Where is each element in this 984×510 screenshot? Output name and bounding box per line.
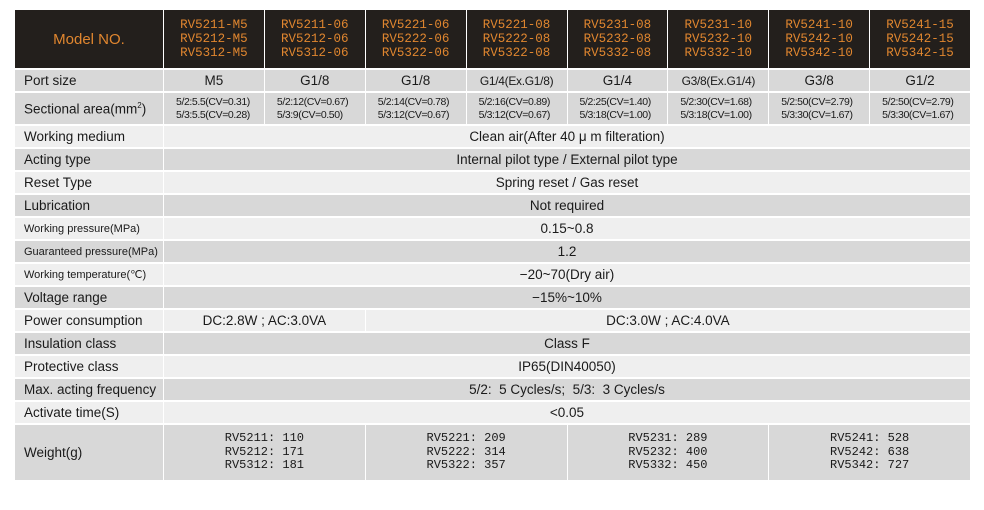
weight-row: Weight(g) RV5211: 110 RV5212: 171 RV5312: … xyxy=(15,425,970,480)
weight-group: RV5241: 528 RV5242: 638 RV5342: 727 xyxy=(769,425,970,480)
sectional-area-cell: 5/2:16(CV=0.89) 5/3:12(CV=0.67) xyxy=(466,93,567,124)
row-label: Port size xyxy=(15,70,163,91)
row-label: Guaranteed pressure(MPa) xyxy=(15,241,163,262)
sectional-area-cell: 5/2:12(CV=0.67) 5/3:9(CV=0.50) xyxy=(264,93,365,124)
row-label: Working medium xyxy=(15,126,163,147)
lubrication-value: Not required xyxy=(164,195,970,216)
model-cell: RV5231-08 RV5232-08 RV5332-08 xyxy=(583,18,652,60)
model-cell: RV5221-08 RV5222-08 RV5322-08 xyxy=(482,18,551,60)
model-cell: RV5231-10 RV5232-10 RV5332-10 xyxy=(684,18,753,60)
model-cell: RV5221-06 RV5222-06 RV5322-06 xyxy=(381,18,450,60)
port-size-row: Port size M5 G1/8 G1/8 G1/4(Ex.G1/8) G1/… xyxy=(15,70,970,91)
max-acting-frequency-value: 5/2: 5 Cycles/s; 5/3: 3 Cycles/s xyxy=(164,379,970,400)
port-size-cell: G3/8 xyxy=(769,70,870,91)
working-temperature-row: Working temperature(℃) −20~70(Dry air) xyxy=(15,264,970,285)
spec-table: Model NO. RV5211-M5 RV5212-M5 RV5312-M5 RV… xyxy=(14,8,971,482)
row-label: Reset Type xyxy=(15,172,163,193)
weight-group: RV5231: 289 RV5232: 400 RV5332: 450 xyxy=(567,425,769,480)
port-size-cell: G1/4(Ex.G1/8) xyxy=(466,70,567,91)
guaranteed-pressure-value: 1.2 xyxy=(164,241,970,262)
port-size-cell: M5 xyxy=(164,70,264,91)
activate-time-row: Activate time(S) <0.05 xyxy=(15,402,970,423)
header-row: Model NO. RV5211-M5 RV5212-M5 RV5312-M5 RV… xyxy=(15,10,970,68)
row-label: Working pressure(MPa) xyxy=(15,218,163,239)
lubrication-row: Lubrication Not required xyxy=(15,195,970,216)
row-label: Protective class xyxy=(15,356,163,377)
row-label: Sectional area(mm2) xyxy=(15,93,163,124)
port-size-cell: G1/8 xyxy=(264,70,365,91)
acting-type-value: Internal pilot type / External pilot typ… xyxy=(164,149,970,170)
power-consumption-value: DC:2.8W ; AC:3.0VA xyxy=(164,310,365,331)
model-cell: RV5211-M5 RV5212-M5 RV5312-M5 xyxy=(180,18,248,60)
weight-group: RV5211: 110 RV5212: 171 RV5312: 181 xyxy=(164,425,365,480)
row-label: Weight(g) xyxy=(15,425,163,480)
sectional-area-cell: 5/2:25(CV=1.40) 5/3:18(CV=1.00) xyxy=(567,93,668,124)
row-label: Activate time(S) xyxy=(15,402,163,423)
voltage-range-row: Voltage range −15%~10% xyxy=(15,287,970,308)
activate-time-value: <0.05 xyxy=(164,402,970,423)
row-label: Power consumption xyxy=(15,310,163,331)
port-size-cell: G1/2 xyxy=(870,70,970,91)
working-medium-row: Working medium Clean air(After 40 μ m fi… xyxy=(15,126,970,147)
model-no-label: Model NO. xyxy=(53,30,125,48)
acting-type-row: Acting type Internal pilot type / Extern… xyxy=(15,149,970,170)
max-acting-frequency-row: Max. acting frequency 5/2: 5 Cycles/s; 5… xyxy=(15,379,970,400)
power-consumption-row: Power consumption DC:2.8W ; AC:3.0VA DC:… xyxy=(15,310,970,331)
row-label: Working temperature(℃) xyxy=(15,264,163,285)
reset-type-row: Reset Type Spring reset / Gas reset xyxy=(15,172,970,193)
port-size-cell: G1/8 xyxy=(365,70,466,91)
working-pressure-row: Working pressure(MPa) 0.15~0.8 xyxy=(15,218,970,239)
row-label: Max. acting frequency xyxy=(15,379,163,400)
sectional-area-row: Sectional area(mm2) 5/2:5.5(CV=0.31) 5/3:… xyxy=(15,93,970,124)
power-consumption-value: DC:3.0W ; AC:4.0VA xyxy=(365,310,970,331)
row-label: Insulation class xyxy=(15,333,163,354)
protective-class-value: IP65(DIN40050) xyxy=(164,356,970,377)
working-medium-value: Clean air(After 40 μ m filteration) xyxy=(164,126,970,147)
row-label: Voltage range xyxy=(15,287,163,308)
working-temperature-value: −20~70(Dry air) xyxy=(164,264,970,285)
sectional-area-cell: 5/2:5.5(CV=0.31) 5/3:5.5(CV=0.28) xyxy=(164,93,264,124)
working-pressure-value: 0.15~0.8 xyxy=(164,218,970,239)
row-label: Lubrication xyxy=(15,195,163,216)
model-cell: RV5241-15 RV5242-15 RV5342-15 xyxy=(886,18,954,60)
port-size-cell: G1/4 xyxy=(567,70,668,91)
sectional-area-cell: 5/2:14(CV=0.78) 5/3:12(CV=0.67) xyxy=(365,93,466,124)
row-label: Acting type xyxy=(15,149,163,170)
model-cell: RV5211-06 RV5212-06 RV5312-06 xyxy=(281,18,349,60)
sectional-area-cell: 5/2:30(CV=1.68) 5/3:18(CV=1.00) xyxy=(668,93,769,124)
weight-group: RV5221: 209 RV5222: 314 RV5322: 357 xyxy=(365,425,567,480)
sectional-area-cell: 5/2:50(CV=2.79) 5/3:30(CV=1.67) xyxy=(870,93,970,124)
sectional-area-cell: 5/2:50(CV=2.79) 5/3:30(CV=1.67) xyxy=(769,93,870,124)
port-size-cell: G3/8(Ex.G1/4) xyxy=(668,70,769,91)
model-cell: RV5241-10 RV5242-10 RV5342-10 xyxy=(785,18,853,60)
insulation-class-value: Class F xyxy=(164,333,970,354)
guaranteed-pressure-row: Guaranteed pressure(MPa) 1.2 xyxy=(15,241,970,262)
protective-class-row: Protective class IP65(DIN40050) xyxy=(15,356,970,377)
reset-type-value: Spring reset / Gas reset xyxy=(164,172,970,193)
insulation-class-row: Insulation class Class F xyxy=(15,333,970,354)
voltage-range-value: −15%~10% xyxy=(164,287,970,308)
